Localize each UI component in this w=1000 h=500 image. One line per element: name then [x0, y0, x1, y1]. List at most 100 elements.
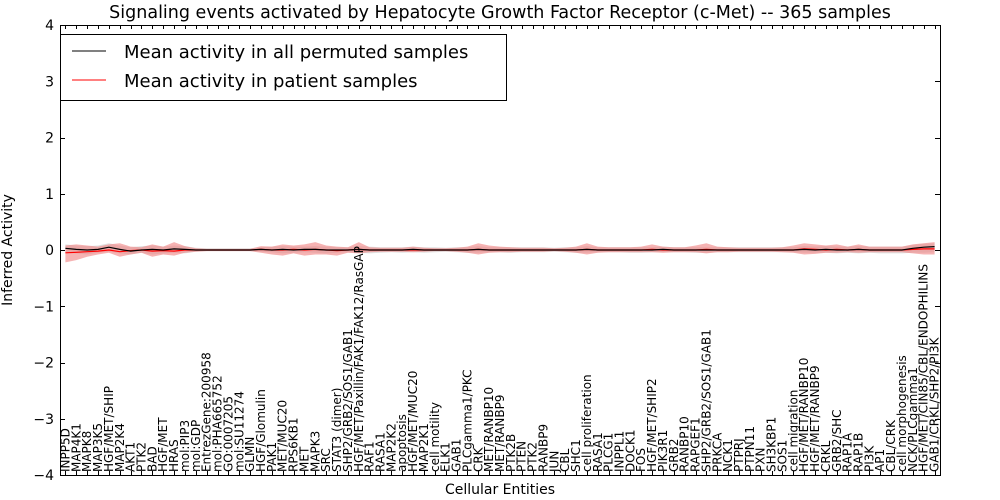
- x-tick-label: BAD: [145, 446, 159, 472]
- x-tick-label: PTK2: [135, 442, 149, 472]
- x-tick-label: DOCK1: [623, 429, 637, 472]
- y-axis: −4 −3 −2 −1 0 1 2 3 4: [33, 18, 940, 484]
- x-tick-label: GAB1: [450, 439, 464, 472]
- x-tick-label: HGF/MET: [156, 417, 170, 472]
- x-tick-label: MAP4K1: [69, 423, 83, 472]
- y-axis-label: Inferred Activity: [0, 194, 16, 306]
- y-tick-label: 2: [45, 131, 54, 147]
- x-tick-label: HGF/MET/MUC20: [406, 371, 420, 472]
- x-axis: INPP5DMAP4K1MAPK8MAP3K5HGF/MET/SHIPMAP2K…: [58, 25, 942, 475]
- x-tick-label: SRC: [319, 448, 333, 472]
- x-tick-label: SHC1: [569, 439, 583, 472]
- x-tick-label: CBL: [558, 448, 572, 472]
- x-tick-label: GRB2/SHC: [830, 409, 844, 472]
- x-tick-label: HGF/Glomulin: [254, 389, 268, 472]
- x-tick-label: MET: [297, 446, 311, 472]
- x-tick-label: HGF/MET/Paxillin/FAK1/FAK12/RasGAP: [352, 246, 366, 472]
- spread-bands: [65, 242, 935, 263]
- x-tick-label: HGF/MET/RANBP10: [797, 358, 811, 472]
- x-tick-label: INPP5D: [58, 428, 72, 472]
- x-tick-label: PIK3R1: [656, 430, 670, 472]
- x-tick-label: MAPK3: [308, 431, 322, 472]
- y-tick-label: 0: [45, 243, 54, 259]
- x-tick-label: INPPL1: [613, 431, 627, 472]
- y-tick-label: −4: [33, 468, 54, 484]
- x-tick-label: SH3KBP1: [765, 417, 779, 472]
- x-axis-label: Cellular Entities: [445, 482, 555, 498]
- x-tick-label: ELK1: [439, 442, 453, 472]
- x-tick-label: RANBP9: [537, 424, 551, 472]
- x-tick-label: PTK2B: [504, 434, 518, 472]
- x-tick-label: cell proliferation: [580, 374, 594, 472]
- x-tick-label: MET/RANBP10: [482, 387, 496, 472]
- x-tick-label: CRK: [471, 446, 485, 472]
- x-tick-label: PTPRJ: [732, 438, 746, 472]
- x-tick-label: MAP2K2: [384, 423, 398, 472]
- x-tick-label: CRKL: [819, 440, 833, 472]
- x-tick-label: RPS6KB1: [287, 417, 301, 472]
- x-tick-label: CBL/CRK: [884, 419, 898, 472]
- y-tick-label: 1: [45, 187, 54, 203]
- x-tick-label: NCK/PLCgamma1: [906, 367, 920, 472]
- x-tick-label: EntrezGene:200958: [200, 352, 214, 472]
- x-tick-label: apoptosis: [395, 414, 409, 472]
- x-tick-label: RAP1B: [852, 433, 866, 472]
- legend-label-permuted: Mean activity in all permuted samples: [124, 42, 468, 63]
- x-tick-label: PTEN: [515, 441, 529, 472]
- x-tick-label: AP1: [873, 449, 887, 472]
- x-tick-label: MAP3K5: [91, 423, 105, 472]
- x-tick-label: cell migration: [786, 390, 800, 472]
- legend-label-patient: Mean activity in patient samples: [124, 71, 418, 92]
- series-line-0: [65, 246, 935, 252]
- x-tick-label: RASA1: [374, 432, 388, 472]
- x-tick-label: PTK2: [526, 442, 540, 472]
- x-tick-label: PAK1: [265, 442, 279, 472]
- x-tick-label: HGF/MET/RANBP9: [808, 365, 822, 472]
- legend: Mean activity in all permuted samples Me…: [60, 34, 507, 101]
- y-tick-label: −3: [33, 412, 54, 428]
- x-tick-label: MAP2K4: [113, 423, 127, 472]
- x-tick-label: MAPK8: [80, 431, 94, 472]
- x-tick-label: GRB2: [667, 438, 681, 472]
- x-tick-label: JUN: [547, 451, 561, 473]
- x-tick-label: MET/RANBP9: [493, 395, 507, 472]
- x-tick-label: NCK1: [721, 439, 735, 472]
- band-1: [65, 242, 935, 263]
- x-tick-label: cell motility: [428, 402, 442, 472]
- x-tick-label: RAPGEF1: [689, 417, 703, 472]
- legend-box: [60, 34, 507, 101]
- x-tick-label: RAF1: [363, 441, 377, 472]
- x-tick-label: PRKCA: [710, 432, 724, 472]
- x-tick-label: mol:PHA665752: [211, 375, 225, 472]
- x-tick-label: PLCgamma1/PKC: [460, 369, 474, 472]
- y-tick-label: −2: [33, 356, 54, 372]
- x-tick-label: RASA1: [591, 432, 605, 472]
- x-tick-label: MAP2K1: [417, 423, 431, 472]
- x-tick-label: SHP2/GRB2/SOS1/GAB1: [341, 329, 355, 472]
- x-tick-label: GO:0007205: [221, 396, 235, 472]
- x-tick-label: PLCG1: [602, 433, 616, 472]
- x-tick-label: HGF/MET/CIN85/CBL/ENDOPHILINS: [917, 264, 931, 472]
- y-tick-label: −1: [33, 299, 54, 315]
- x-tick-label: MET/MUC20: [276, 400, 290, 472]
- x-tick-label: cell morphogenesis: [895, 355, 909, 472]
- y-tick-label: 4: [45, 18, 54, 34]
- x-tick-label: mol:GDP: [189, 420, 203, 472]
- x-tick-label: FOS: [634, 448, 648, 472]
- x-tick-label: SOS1: [776, 440, 790, 472]
- x-tick-label: GLMN: [243, 437, 257, 472]
- x-tick-label: mol:SU11274: [232, 391, 246, 472]
- y-tick-label: 3: [45, 74, 54, 90]
- x-tick-label: RAP1A: [841, 432, 855, 472]
- x-tick-label: GAB1/CRKL/SHP2/PI3K: [928, 336, 942, 472]
- x-tick-label: PI3K: [862, 445, 876, 472]
- x-tick-label: SHP2/GRB2/SOS1/GAB1: [699, 329, 713, 472]
- chart-title: Signaling events activated by Hepatocyte…: [109, 3, 891, 23]
- x-tick-label: RANBP10: [678, 416, 692, 472]
- x-tick-label: PTPN11: [743, 426, 757, 472]
- x-tick-label: HRAS: [167, 439, 181, 472]
- x-tick-label: AKT1: [124, 442, 138, 472]
- x-tick-label: mol:PIP3: [178, 420, 192, 472]
- x-tick-label: HGF/MET/SHIP2: [645, 378, 659, 472]
